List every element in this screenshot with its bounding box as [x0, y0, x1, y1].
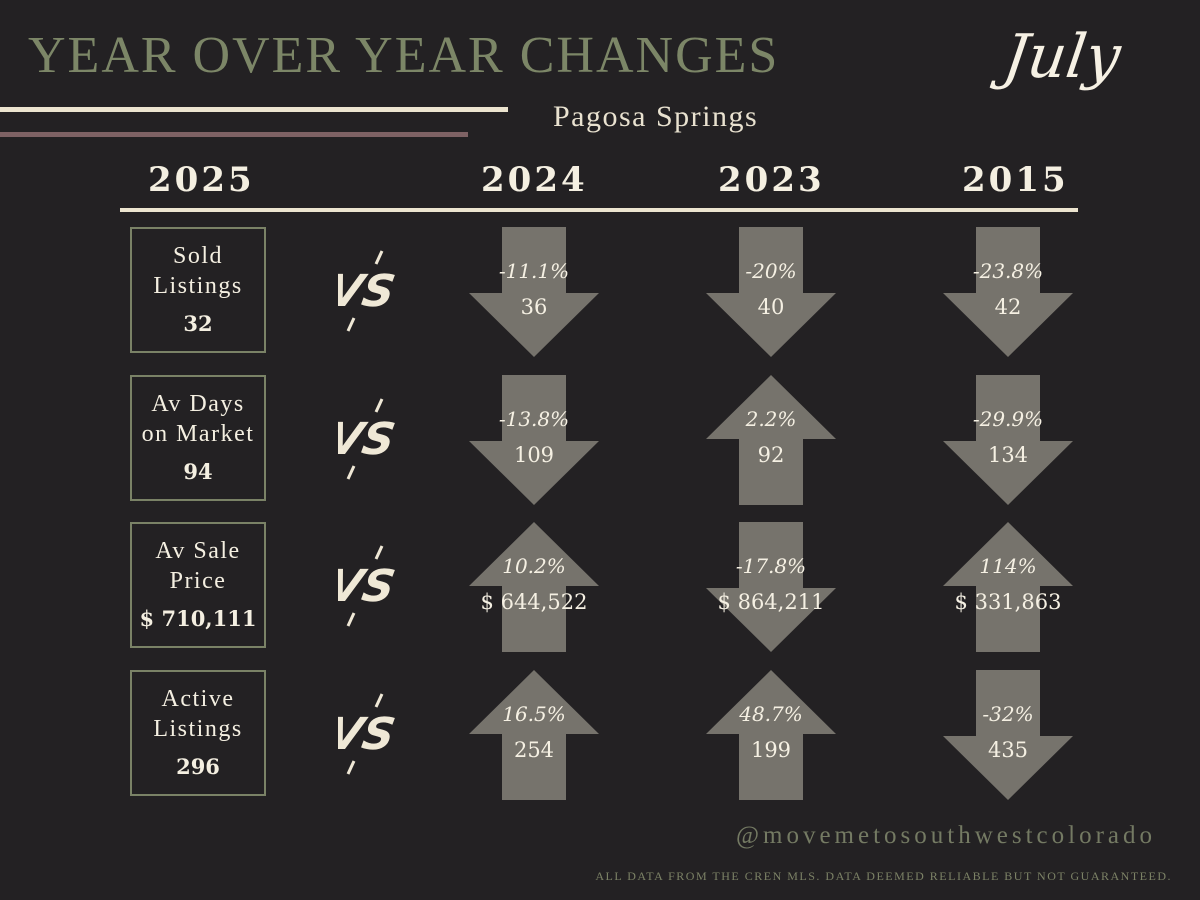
arrow-up-icon	[469, 522, 599, 652]
year-compare-2: 2023	[718, 160, 825, 200]
month-label: July	[999, 22, 1125, 92]
percent-change: -11.1%	[498, 259, 570, 283]
comparison-cell: 16.5% 254	[469, 670, 599, 800]
arrow-down-icon	[943, 670, 1073, 800]
metric-value: $ 710,111	[139, 606, 257, 631]
location-label: Pagosa Springs	[553, 100, 759, 133]
arrow-up-icon	[943, 522, 1073, 652]
comparison-cell: -29.9% 134	[943, 375, 1073, 505]
comparison-value: 92	[757, 443, 785, 467]
percent-change: -23.8%	[972, 259, 1044, 283]
svg-text:VS: VS	[338, 414, 399, 465]
percent-change: -32%	[982, 702, 1034, 726]
arrow-down-icon	[469, 375, 599, 505]
social-handle: @movemetosouthwestcolorado	[735, 822, 1156, 849]
comparison-value: $ 864,211	[717, 590, 825, 614]
vs-icon: VS	[324, 397, 400, 481]
comparison-cell: 2.2% 92	[706, 375, 836, 505]
metric-value: 94	[183, 459, 213, 484]
comparison-value: $ 644,522	[480, 590, 588, 614]
comparison-value: $ 331,863	[954, 590, 1062, 614]
comparison-cell: -11.1% 36	[469, 227, 599, 357]
comparison-value: 42	[994, 295, 1022, 319]
metric-box: Av Days on Market 94	[130, 375, 266, 501]
page-title: YEAR OVER YEAR CHANGES	[28, 27, 780, 84]
comparison-value: 40	[757, 295, 785, 319]
comparison-value: 109	[513, 443, 555, 467]
divider-cream	[0, 107, 508, 112]
percent-change: -29.9%	[972, 407, 1044, 431]
comparison-value: 435	[987, 738, 1029, 762]
metric-label: Active Listings	[153, 686, 243, 742]
disclaimer: ALL DATA FROM THE CREN MLS. DATA DEEMED …	[595, 869, 1172, 883]
metric-label: Av Days on Market	[141, 391, 255, 447]
percent-change: 16.5%	[502, 702, 566, 726]
comparison-value: 254	[513, 738, 555, 762]
arrow-up-icon	[706, 375, 836, 505]
percent-change: -17.8%	[735, 554, 807, 578]
vs-icon: VS	[324, 544, 400, 628]
comparison-cell: 48.7% 199	[706, 670, 836, 800]
arrow-down-icon	[469, 227, 599, 357]
comparison-cell: -13.8% 109	[469, 375, 599, 505]
vs-icon: VS	[324, 249, 400, 333]
arrow-down-icon	[706, 227, 836, 357]
comparison-value: 134	[987, 443, 1029, 467]
comparison-cell: -32% 435	[943, 670, 1073, 800]
percent-change: -13.8%	[498, 407, 570, 431]
year-current: 2025	[148, 160, 255, 200]
comparison-value: 199	[750, 738, 792, 762]
metric-value: 296	[176, 754, 220, 779]
comparison-cell: -20% 40	[706, 227, 836, 357]
metric-label: Av Sale Price	[155, 538, 241, 594]
arrow-down-icon	[943, 375, 1073, 505]
percent-change: 10.2%	[502, 554, 566, 578]
percent-change: 2.2%	[745, 407, 797, 431]
metric-box: Active Listings 296	[130, 670, 266, 796]
vs-icon: VS	[324, 692, 400, 776]
svg-text:VS: VS	[338, 561, 399, 612]
year-header-divider	[120, 208, 1078, 212]
divider-mauve	[0, 132, 468, 137]
metric-label: Sold Listings	[153, 243, 243, 299]
comparison-cell: 114% $ 331,863	[943, 522, 1073, 652]
year-compare-3: 2015	[962, 160, 1069, 200]
comparison-cell: 10.2% $ 644,522	[469, 522, 599, 652]
comparison-cell: -17.8% $ 864,211	[706, 522, 836, 652]
arrow-down-icon	[706, 522, 836, 652]
metric-value: 32	[183, 311, 213, 336]
arrow-up-icon	[706, 670, 836, 800]
svg-text:VS: VS	[338, 266, 399, 317]
comparison-value: 36	[520, 295, 548, 319]
metric-box: Sold Listings 32	[130, 227, 266, 353]
year-compare-1: 2024	[481, 160, 588, 200]
percent-change: 114%	[979, 554, 1037, 578]
comparison-cell: -23.8% 42	[943, 227, 1073, 357]
arrow-down-icon	[943, 227, 1073, 357]
svg-text:VS: VS	[338, 709, 399, 760]
percent-change: -20%	[745, 259, 797, 283]
arrow-up-icon	[469, 670, 599, 800]
percent-change: 48.7%	[739, 702, 803, 726]
metric-box: Av Sale Price $ 710,111	[130, 522, 266, 648]
